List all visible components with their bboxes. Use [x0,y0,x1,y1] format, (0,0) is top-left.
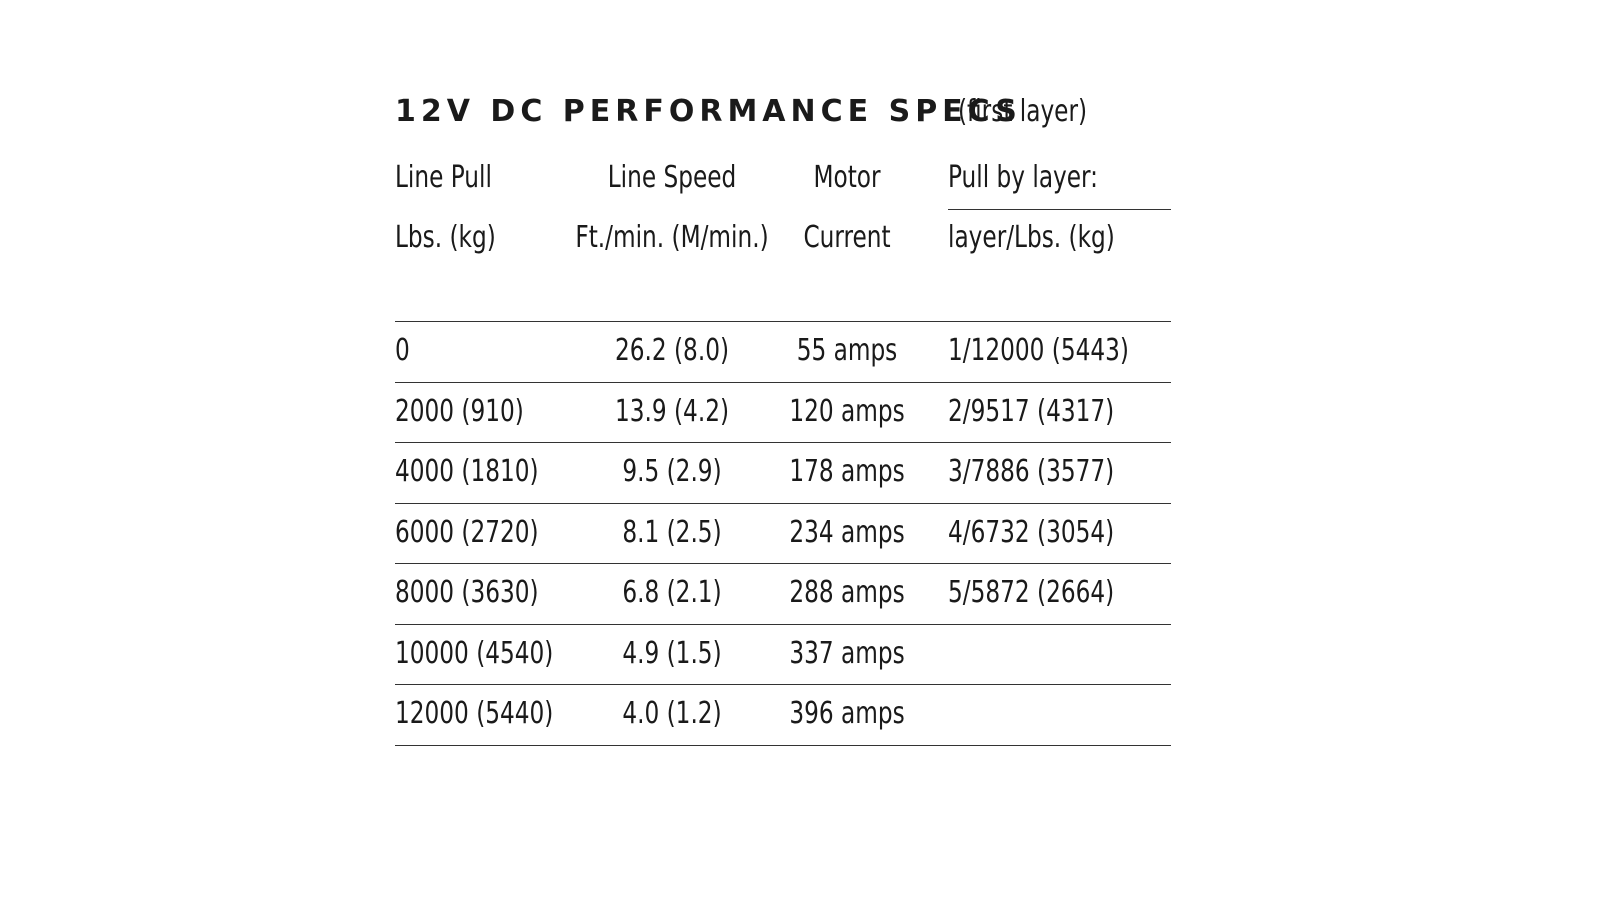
header-cell: Ft./min. (M/min.) [575,220,769,255]
header-cell: Line Speed [607,160,737,195]
cell: 396 amps [789,696,905,731]
cell: 55 amps [796,333,898,368]
rule [395,744,1171,746]
cell: 8.1 (2.5) [622,514,722,550]
cell: 13.9 (4.2) [614,393,730,429]
cell: 337 amps [789,635,905,671]
header-cell: Lbs. (kg) [395,220,496,255]
rule [395,563,1171,564]
cell: 1/12000 (5443) [948,333,1129,368]
cell: 12000 (5440) [395,696,554,731]
cell: 26.2 (8.0) [614,333,730,368]
title: 12V DC PERFORMANCE SPECS [395,94,1022,129]
cell: 234 amps [789,514,905,550]
cell: 9.5 (2.9) [622,454,722,489]
rule [395,321,1171,322]
rule [395,684,1171,685]
cell: 178 amps [789,454,905,489]
cell: 10000 (4540) [395,635,554,671]
cell: 4000 (1810) [395,454,539,489]
cell: 120 amps [789,393,905,429]
rule [395,623,1171,625]
cell: 8000 (3630) [395,575,539,610]
cell: 2000 (910) [395,393,524,429]
cell: 2/9517 (4317) [948,393,1115,429]
rule [395,381,1171,383]
header-cell: Current [803,220,891,255]
rule [948,209,1171,210]
cell: 0 [395,333,410,368]
cell: 3/7886 (3577) [948,454,1115,489]
cell: 4.0 (1.2) [622,696,722,731]
rule [395,502,1171,504]
cell: 6000 (2720) [395,514,539,550]
header-cell: Motor [813,160,881,195]
header-cell: layer/Lbs. (kg) [948,220,1115,255]
cell: 5/5872 (2664) [948,575,1115,610]
cell: 4.9 (1.5) [622,635,722,671]
rule [395,442,1171,443]
cell: 288 amps [789,575,905,610]
header-cell: Pull by layer: [948,160,1098,195]
cell: 4/6732 (3054) [948,514,1115,550]
cell: 6.8 (2.1) [622,575,722,610]
header-cell: Line Pull [395,160,492,195]
subtitle: (first layer) [958,94,1088,129]
